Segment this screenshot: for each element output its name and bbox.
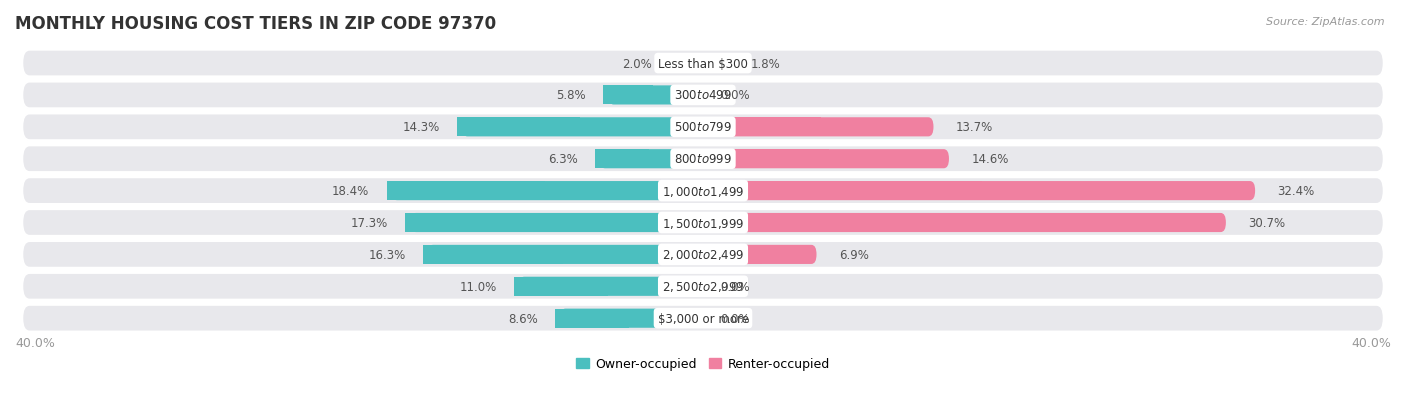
FancyBboxPatch shape bbox=[703, 182, 1256, 201]
Bar bbox=[423, 245, 562, 264]
Text: 5.8%: 5.8% bbox=[557, 89, 586, 102]
FancyBboxPatch shape bbox=[703, 118, 934, 137]
Text: 14.6%: 14.6% bbox=[972, 153, 1008, 166]
FancyBboxPatch shape bbox=[411, 214, 703, 233]
Bar bbox=[603, 86, 654, 105]
FancyBboxPatch shape bbox=[703, 55, 728, 74]
FancyBboxPatch shape bbox=[22, 305, 1384, 332]
FancyBboxPatch shape bbox=[703, 150, 949, 169]
Bar bbox=[703, 245, 762, 264]
Bar bbox=[703, 182, 981, 201]
Bar bbox=[703, 214, 967, 233]
Text: $2,000 to $2,499: $2,000 to $2,499 bbox=[662, 248, 744, 262]
Text: 32.4%: 32.4% bbox=[1278, 185, 1315, 198]
Bar bbox=[703, 150, 828, 169]
FancyBboxPatch shape bbox=[703, 214, 1226, 233]
Text: $500 to $799: $500 to $799 bbox=[673, 121, 733, 134]
FancyBboxPatch shape bbox=[609, 86, 703, 105]
Text: 6.9%: 6.9% bbox=[839, 248, 869, 261]
Text: 40.0%: 40.0% bbox=[15, 336, 55, 349]
Text: Less than $300: Less than $300 bbox=[658, 57, 748, 70]
Text: 0.0%: 0.0% bbox=[720, 280, 749, 293]
Bar bbox=[513, 277, 609, 296]
Text: $1,500 to $1,999: $1,500 to $1,999 bbox=[662, 216, 744, 230]
Text: 17.3%: 17.3% bbox=[352, 216, 388, 230]
Bar bbox=[405, 214, 554, 233]
FancyBboxPatch shape bbox=[703, 245, 817, 264]
FancyBboxPatch shape bbox=[22, 82, 1384, 109]
Text: 14.3%: 14.3% bbox=[402, 121, 440, 134]
Text: 40.0%: 40.0% bbox=[1351, 336, 1391, 349]
Text: 8.6%: 8.6% bbox=[508, 312, 538, 325]
FancyBboxPatch shape bbox=[22, 242, 1384, 268]
Legend: Owner-occupied, Renter-occupied: Owner-occupied, Renter-occupied bbox=[571, 352, 835, 375]
Text: 2.0%: 2.0% bbox=[621, 57, 651, 70]
Bar bbox=[387, 182, 544, 201]
FancyBboxPatch shape bbox=[22, 178, 1384, 204]
Text: Source: ZipAtlas.com: Source: ZipAtlas.com bbox=[1267, 17, 1385, 26]
FancyBboxPatch shape bbox=[22, 50, 1384, 77]
FancyBboxPatch shape bbox=[427, 245, 703, 264]
Text: 16.3%: 16.3% bbox=[368, 248, 405, 261]
FancyBboxPatch shape bbox=[463, 118, 703, 137]
FancyBboxPatch shape bbox=[22, 114, 1384, 141]
Text: 0.0%: 0.0% bbox=[720, 89, 749, 102]
FancyBboxPatch shape bbox=[22, 210, 1384, 236]
Text: MONTHLY HOUSING COST TIERS IN ZIP CODE 97370: MONTHLY HOUSING COST TIERS IN ZIP CODE 9… bbox=[15, 15, 496, 33]
Text: 6.3%: 6.3% bbox=[548, 153, 578, 166]
Text: 18.4%: 18.4% bbox=[332, 185, 370, 198]
Text: $300 to $499: $300 to $499 bbox=[673, 89, 733, 102]
FancyBboxPatch shape bbox=[560, 309, 703, 328]
Text: $2,500 to $2,999: $2,500 to $2,999 bbox=[662, 280, 744, 294]
Text: 13.7%: 13.7% bbox=[956, 121, 993, 134]
Bar bbox=[703, 55, 718, 74]
Text: 0.0%: 0.0% bbox=[720, 312, 749, 325]
Bar bbox=[457, 118, 581, 137]
Bar bbox=[703, 118, 821, 137]
FancyBboxPatch shape bbox=[600, 150, 703, 169]
FancyBboxPatch shape bbox=[22, 273, 1384, 300]
FancyBboxPatch shape bbox=[519, 277, 703, 296]
Text: 11.0%: 11.0% bbox=[460, 280, 496, 293]
Bar bbox=[555, 309, 628, 328]
Bar bbox=[669, 55, 686, 74]
Text: $1,000 to $1,499: $1,000 to $1,499 bbox=[662, 184, 744, 198]
Text: $800 to $999: $800 to $999 bbox=[673, 153, 733, 166]
FancyBboxPatch shape bbox=[22, 146, 1384, 173]
Bar bbox=[595, 150, 648, 169]
Text: 1.8%: 1.8% bbox=[751, 57, 780, 70]
Text: 30.7%: 30.7% bbox=[1249, 216, 1285, 230]
Text: $3,000 or more: $3,000 or more bbox=[658, 312, 748, 325]
FancyBboxPatch shape bbox=[673, 55, 703, 74]
FancyBboxPatch shape bbox=[392, 182, 703, 201]
